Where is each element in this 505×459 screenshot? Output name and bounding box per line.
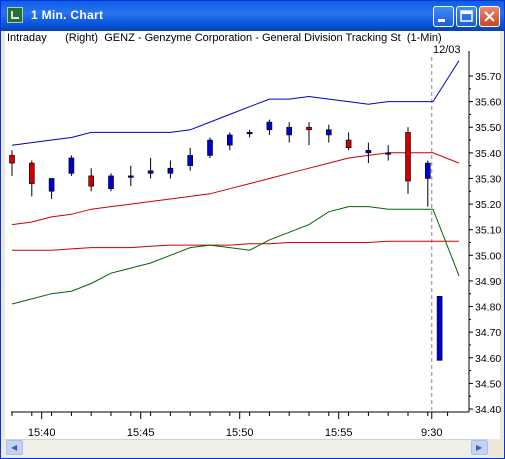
candle-body [9, 155, 15, 164]
candle-body [424, 162, 431, 179]
y-tick-label: 35.60 [475, 97, 501, 109]
window-title: 1 Min. Chart [31, 8, 104, 22]
title-bar[interactable]: 1 Min. Chart [1, 1, 504, 31]
right-arrow-icon: ▶ [476, 443, 483, 452]
y-tick-label: 35.10 [475, 225, 501, 237]
candle-body [108, 175, 114, 190]
candle-body [167, 167, 174, 174]
candle-body [246, 132, 253, 135]
candle-body [187, 155, 193, 166]
candle-body [68, 157, 75, 174]
maximize-icon [460, 10, 473, 22]
y-tick-label: 34.50 [475, 378, 501, 390]
horizontal-scrollbar[interactable] [5, 439, 488, 457]
x-tick-label: 15:50 [226, 427, 254, 439]
candle-body [48, 178, 55, 192]
minimize-button[interactable] [433, 6, 454, 27]
close-button[interactable] [479, 6, 500, 27]
scroll-right-button[interactable]: ▶ [471, 440, 488, 455]
y-tick-label: 34.80 [475, 302, 501, 314]
y-tick-label: 34.90 [475, 276, 501, 288]
x-tick-label: 9:30 [421, 427, 442, 439]
y-tick-label: 34.60 [475, 353, 501, 365]
candle-body [436, 295, 443, 361]
symbol-description: GENZ - Genzyme Corporation - General Div… [104, 32, 442, 44]
resize-grip[interactable] [488, 439, 502, 456]
date-label: 12/03 [433, 44, 461, 56]
candle-body [286, 126, 293, 136]
candle-body [306, 126, 312, 131]
chart-area[interactable] [5, 31, 500, 439]
upper-band-line [11, 60, 460, 146]
minimize-icon [438, 19, 445, 22]
x-tick-label: 15:45 [127, 427, 155, 439]
candle-body [207, 139, 213, 156]
y-tick-label: 34.70 [475, 327, 501, 339]
candle-body [385, 152, 392, 155]
chart-app-icon[interactable] [7, 7, 23, 23]
candle-body [405, 132, 411, 182]
y-tick-label: 35.70 [475, 71, 501, 83]
maximize-button[interactable] [456, 6, 477, 27]
candle-body [266, 121, 273, 131]
green-line-line [11, 206, 460, 305]
mid-band-line [11, 152, 460, 226]
chart-header: Intraday (Right) GENZ - Genzyme Corporat… [7, 32, 442, 44]
y-tick-label: 35.40 [475, 148, 501, 160]
chart-mode: Intraday [7, 32, 47, 44]
x-tick-label: 15:40 [28, 427, 56, 439]
candle-body [128, 175, 134, 178]
y-tick-label: 34.40 [475, 404, 501, 416]
y-tick-label: 35.20 [475, 199, 501, 211]
candle-body [345, 139, 352, 149]
y-tick-label: 35.00 [475, 250, 501, 262]
left-arrow-icon: ◀ [11, 443, 18, 452]
candle-body [88, 175, 94, 187]
y-tick-label: 35.30 [475, 173, 501, 185]
candle-body [147, 170, 154, 174]
y-tick-label: 35.50 [475, 122, 501, 134]
axis-side: (Right) [65, 32, 99, 44]
scroll-left-button[interactable]: ◀ [6, 440, 23, 455]
candle-body [227, 134, 233, 146]
candle-body [325, 129, 332, 136]
flat-line-line [12, 240, 459, 251]
x-tick-label: 15:55 [325, 427, 353, 439]
candle-body [28, 162, 35, 184]
price-chart[interactable]: 35.70 35.60 35.50 35.40 35.30 35.20 35.10 35.00… [1, 1, 504, 439]
close-icon [484, 11, 495, 22]
candle-body [365, 149, 372, 154]
